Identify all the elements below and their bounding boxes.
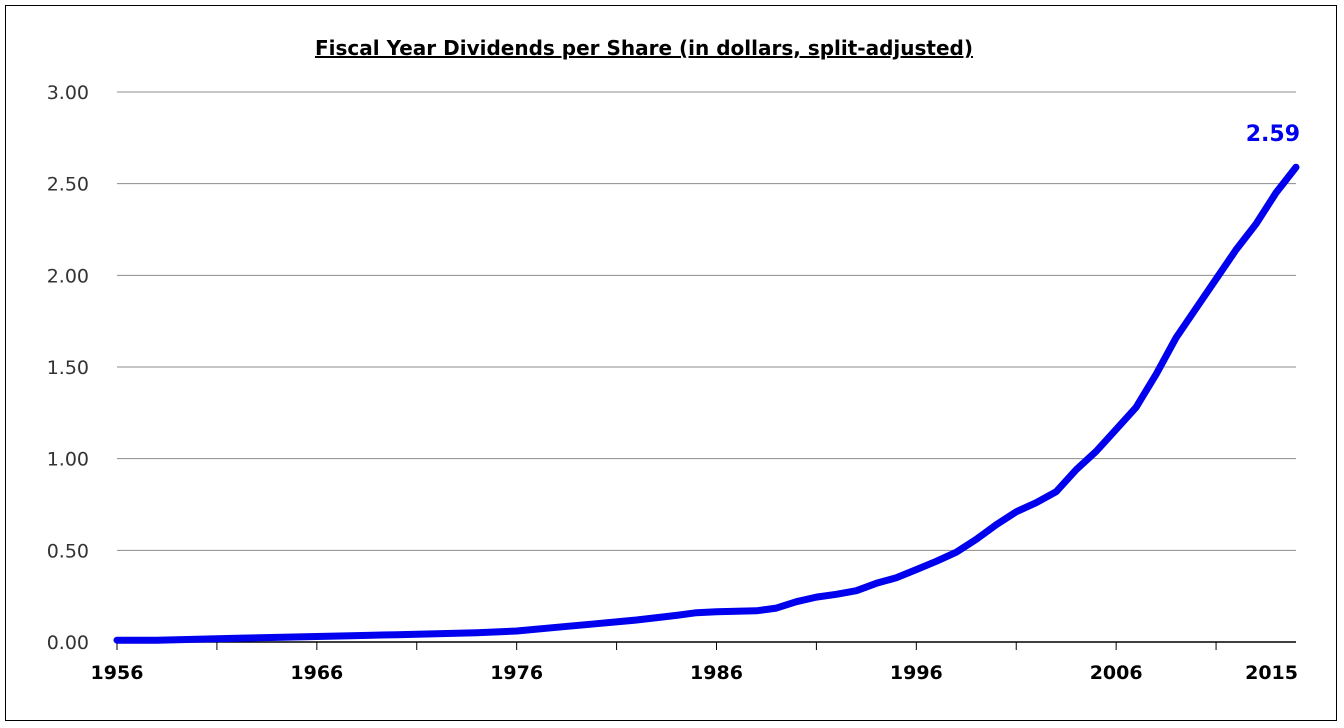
data-point — [1156, 374, 1157, 375]
data-labels: 2.59 — [1246, 122, 1300, 147]
x-tick-label: 1956 — [91, 662, 144, 684]
data-point — [1296, 167, 1297, 168]
data-point — [716, 611, 717, 612]
x-tick-label: 2015 — [1245, 662, 1298, 684]
data-point — [1256, 224, 1257, 225]
data-point — [896, 577, 897, 578]
x-axis-ticks: 1956 1966 1976 1986 1996 2006 2015 — [91, 662, 1298, 684]
data-point — [936, 561, 937, 562]
data-point — [316, 636, 317, 637]
data-point — [1016, 511, 1017, 512]
data-point — [1056, 491, 1057, 492]
data-point — [916, 569, 917, 570]
y-tick-label: 3.00 — [47, 82, 89, 104]
data-point — [696, 612, 697, 613]
series-layer — [113, 163, 1300, 644]
y-tick-label: 2.50 — [47, 174, 89, 196]
x-tick-label: 1996 — [890, 662, 943, 684]
data-point — [1096, 451, 1097, 452]
data-point — [1176, 337, 1177, 338]
data-point — [776, 608, 777, 609]
data-point — [276, 637, 277, 638]
data-point — [436, 633, 437, 634]
chart-title: Fiscal Year Dividends per Share (in doll… — [315, 36, 973, 60]
data-point — [676, 615, 677, 616]
data-point — [556, 627, 557, 628]
chart-frame — [5, 5, 1337, 721]
data-point — [816, 597, 817, 598]
data-point — [516, 631, 517, 632]
data-point — [876, 583, 877, 584]
data-point — [756, 610, 757, 611]
data-point — [396, 634, 397, 635]
data-point — [636, 620, 637, 621]
data-point — [596, 623, 597, 624]
data-point — [1076, 469, 1077, 470]
data-point — [196, 639, 197, 640]
data-point — [1036, 502, 1037, 503]
gridlines — [117, 91, 1296, 551]
data-point — [1216, 279, 1217, 280]
y-tick-label: 2.00 — [47, 265, 89, 287]
data-point — [356, 635, 357, 636]
data-point — [856, 590, 857, 591]
data-point — [1236, 249, 1237, 250]
data-label: 2.59 — [1246, 122, 1300, 147]
data-point — [1136, 407, 1137, 408]
data-point — [476, 632, 477, 633]
data-point — [236, 638, 237, 639]
data-point — [976, 539, 977, 540]
data-point — [836, 594, 837, 595]
x-tick-label: 1966 — [290, 662, 343, 684]
y-tick-label: 0.50 — [47, 540, 89, 562]
y-tick-label: 1.50 — [47, 357, 89, 379]
y-tick-label: 1.00 — [47, 449, 89, 471]
data-point — [117, 640, 118, 641]
data-point — [1116, 429, 1117, 430]
data-point — [1196, 308, 1197, 309]
data-point — [796, 601, 797, 602]
x-tick-label: 1976 — [490, 662, 543, 684]
y-axis-ticks: 0.00 0.50 1.00 1.50 2.00 2.50 3.00 — [47, 82, 89, 654]
y-tick-label: 0.00 — [47, 632, 89, 654]
series-line — [113, 163, 1300, 644]
data-point — [1276, 192, 1277, 193]
x-tick-label: 2006 — [1090, 662, 1143, 684]
data-point — [956, 552, 957, 553]
x-tick-label: 1986 — [690, 662, 743, 684]
x-axis — [116, 641, 1296, 650]
data-point — [996, 524, 997, 525]
data-point — [156, 640, 157, 641]
